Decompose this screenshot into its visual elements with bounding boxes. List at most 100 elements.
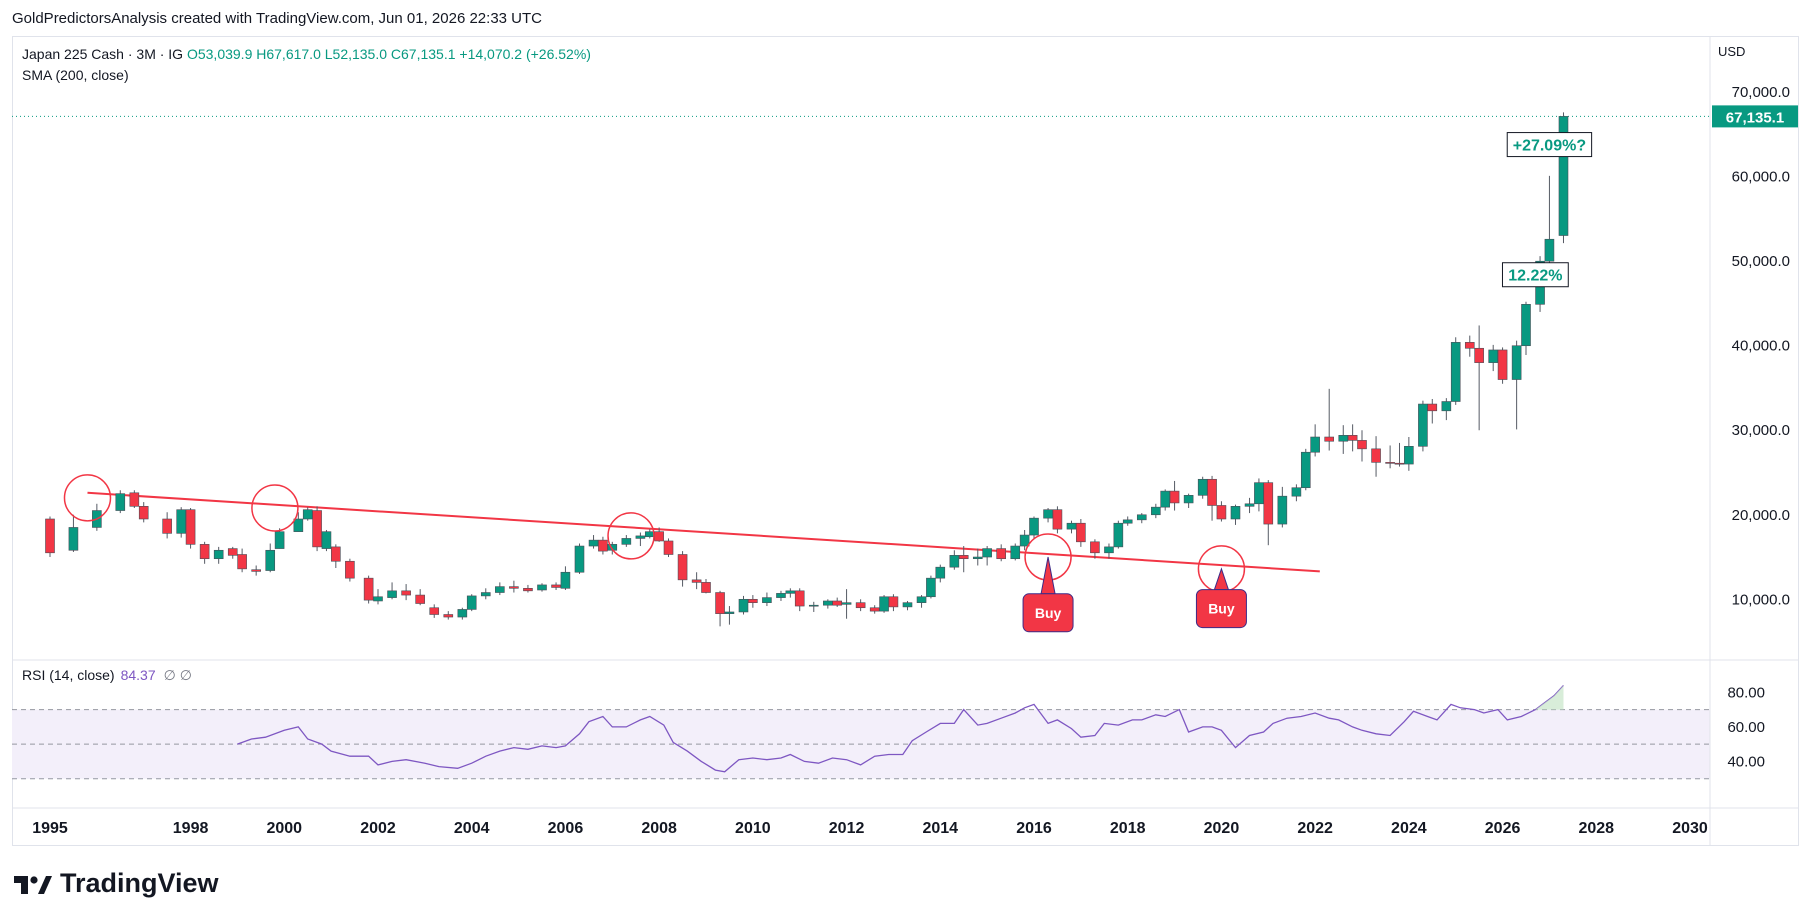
candle-body (1474, 347, 1484, 363)
candle-body (1136, 514, 1147, 521)
candle-body (129, 492, 140, 507)
candle-body (523, 588, 533, 592)
candle-body (457, 609, 468, 618)
ohlc-values: O53,039.9 H67,617.0 L52,135.0 C67,135.1 … (186, 46, 591, 62)
candle-body (1076, 522, 1086, 543)
candle-body (1113, 522, 1124, 548)
candle-body (654, 531, 664, 542)
candle-body (1183, 495, 1194, 504)
candle-body (1066, 522, 1077, 530)
candle-body (776, 593, 786, 598)
rsi-line (237, 684, 1564, 773)
time-tick-label: 2022 (1297, 820, 1333, 837)
candle-body (480, 592, 491, 597)
time-tick-label: 2020 (1204, 820, 1240, 837)
time-tick-label: 2000 (266, 820, 302, 837)
brand[interactable]: TradingView (14, 868, 219, 899)
candle-body (715, 592, 725, 614)
candle-body (274, 531, 285, 549)
candle-body (1310, 436, 1320, 453)
axis-layer: 10,000.0 20,000.0 30,000.0 40,000.0 50,000.0… (12, 36, 1798, 845)
buy-arrow (1040, 556, 1056, 595)
candle-body (1151, 506, 1161, 516)
candle-body (401, 590, 411, 596)
time-tick-label: 2014 (922, 820, 958, 837)
rsi-label[interactable]: RSI (14, close) (22, 667, 115, 683)
annotation-layer: +27.09%? 12.22% Buy Buy (1022, 132, 1593, 633)
candle-body (879, 596, 889, 612)
candle-body (251, 569, 261, 572)
candle-body (1230, 506, 1241, 520)
candle-body (888, 596, 899, 608)
candle-body (1347, 435, 1358, 441)
candle-body (1511, 345, 1522, 380)
candle-body (537, 584, 547, 591)
trendline (87, 491, 1320, 573)
candle-body (823, 600, 833, 606)
candle-layer (45, 112, 1569, 627)
chart-legend: Japan 225 Cash · 3M · IG O53,039.9 H67,6… (22, 44, 591, 86)
candle-body (293, 518, 304, 532)
candle-body (363, 577, 374, 601)
candle-body (495, 586, 505, 593)
candle-body (415, 594, 425, 604)
currency-label[interactable]: USD (1718, 44, 1746, 59)
candle-body (1160, 490, 1170, 508)
candle-body (1394, 462, 1405, 465)
time-tick-label: 2008 (641, 820, 677, 837)
candle-body (1338, 435, 1349, 442)
candle-body (982, 548, 992, 558)
candle-body (935, 566, 946, 579)
candle-body (162, 518, 172, 534)
candle-body (644, 531, 655, 538)
candle-body (321, 531, 332, 549)
time-tick-label: 2024 (1391, 820, 1427, 837)
time-tick-label: 2002 (360, 820, 396, 837)
candle-body (762, 597, 772, 603)
rsi-tick-label: 60.00 (1727, 719, 1765, 736)
last-price-label: 67,135.1 (1726, 109, 1784, 126)
candle-body (1324, 436, 1334, 442)
candle-body (1371, 448, 1381, 463)
candle-body (794, 590, 805, 607)
price-tick-label: 30,000.0 (1732, 422, 1790, 439)
highlight-circle (63, 474, 112, 522)
candle-body (551, 584, 561, 588)
candle-body (738, 598, 749, 613)
rsi-na: ∅ ∅ (163, 667, 192, 683)
time-tick-label: 2028 (1578, 820, 1614, 837)
candle-body (621, 538, 632, 545)
candle-body (115, 493, 126, 511)
candle-body (1277, 495, 1288, 525)
circle-layer (63, 474, 1246, 593)
buy-badge (1195, 589, 1247, 629)
candle-body (68, 527, 79, 551)
candle-body (509, 586, 519, 589)
price-tick-label: 60,000.0 (1732, 169, 1790, 186)
pct-label: +27.09%? (1513, 138, 1586, 155)
candle-body (724, 611, 735, 614)
rsi-legend: RSI (14, close) 84.37 ∅ ∅ (22, 667, 192, 684)
candle-body (1385, 462, 1395, 464)
last-price-box (1712, 105, 1798, 128)
candle-body (1244, 503, 1255, 507)
candle-body (1029, 517, 1039, 536)
price-tick-label: 40,000.0 (1732, 338, 1790, 355)
candle-body (902, 602, 913, 608)
candle-body (237, 554, 247, 570)
candle-body (832, 600, 843, 606)
candle-body (1544, 238, 1555, 262)
candle-body (312, 510, 322, 548)
sma-label[interactable]: SMA (200, close) (22, 67, 129, 83)
candle-body (1216, 505, 1227, 520)
candle-body (429, 607, 440, 615)
candle-body (663, 540, 674, 555)
highlight-circle (607, 512, 655, 560)
candle-body (841, 602, 852, 605)
buy-arrow (1213, 567, 1230, 591)
pct-box (1506, 132, 1593, 158)
tradingview-logo-icon (14, 873, 52, 895)
candle-body (1404, 446, 1414, 465)
time-tick-label: 2010 (735, 820, 771, 837)
